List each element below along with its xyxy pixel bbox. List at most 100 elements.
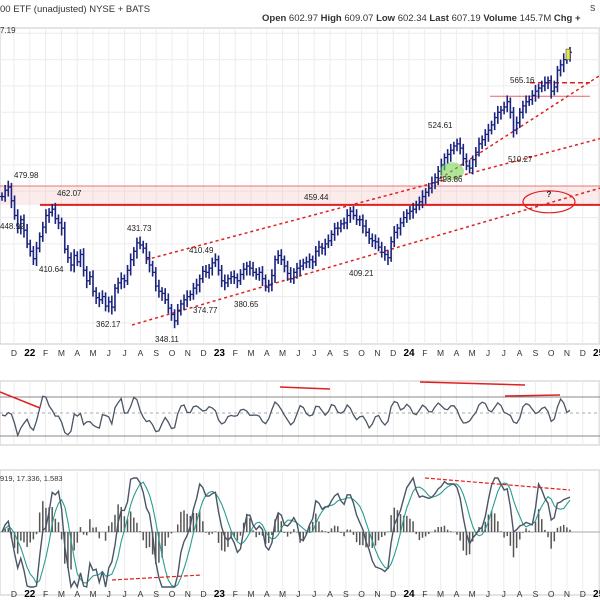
x-tick-label-bottom: A [74, 589, 80, 599]
rsi-divergence-line [504, 394, 561, 397]
low-label: Low [376, 13, 396, 24]
rsi-divergence-line [419, 381, 526, 386]
x-tick-label-bottom: D [11, 589, 17, 599]
x-tick-label: N [374, 348, 380, 358]
x-tick-label: J [107, 348, 111, 358]
change-label: Chg + [553, 13, 581, 24]
x-tick-label: 24 [403, 348, 415, 359]
x-tick-label: D [390, 348, 396, 358]
high-label: High [320, 13, 342, 24]
x-tick-label-bottom: F [43, 589, 48, 599]
x-tick-label-bottom: S [343, 589, 349, 599]
x-tick-label-bottom: S [153, 589, 159, 599]
rsi-line [1, 395, 571, 438]
question-ellipse [522, 190, 576, 214]
x-tick-label: M [247, 348, 254, 358]
x-tick-label-bottom: 25 [593, 589, 600, 600]
x-tick-label: D [201, 348, 207, 358]
x-tick-label: J [122, 348, 126, 358]
x-tick-label: D [580, 348, 586, 358]
x-tick-label-bottom: D [201, 589, 207, 599]
x-tick-label-bottom: M [469, 589, 476, 599]
price-annotation: 493.86 [438, 175, 463, 184]
x-tick-label-bottom: 22 [24, 589, 36, 600]
price-annotation: 431.73 [127, 224, 152, 233]
x-tick-label-bottom: 23 [214, 589, 226, 600]
macd-divergence-line [424, 477, 571, 491]
x-tick-label: O [358, 348, 365, 358]
x-tick-label: S [533, 348, 539, 358]
x-tick-label-bottom: A [327, 589, 333, 599]
x-tick-label-bottom: J [122, 589, 126, 599]
macd-signal-line [1, 481, 571, 588]
support-band [0, 186, 600, 205]
x-tick-label-bottom: F [422, 589, 427, 599]
open-value: 602.97 [288, 13, 318, 24]
x-tick-label: J [312, 348, 316, 358]
x-tick-label-bottom: A [454, 589, 460, 599]
x-tick-label-bottom: M [58, 589, 65, 599]
x-tick-label: A [74, 348, 80, 358]
x-tick-label: F [43, 348, 48, 358]
x-tick-label: F [233, 348, 238, 358]
x-tick-label: O [169, 348, 176, 358]
x-tick-label-bottom: 24 [403, 589, 415, 600]
x-tick-label: S [343, 348, 349, 358]
x-tick-label: J [502, 348, 506, 358]
highlight-ellipse [440, 162, 464, 181]
x-tick-label-bottom: M [247, 589, 254, 599]
price-annotation: 409.21 [349, 269, 374, 278]
x-tick-label: A [264, 348, 270, 358]
rsi-divergence-line [279, 386, 331, 390]
volume-value: 145.7M [519, 13, 552, 24]
price-annotation: 410.64 [39, 265, 64, 274]
x-tick-label-bottom: D [390, 589, 396, 599]
x-tick-label-bottom: J [312, 589, 316, 599]
x-tick-label: F [422, 348, 427, 358]
price-annotation: 524.61 [428, 121, 453, 130]
x-tick-label: J [486, 348, 490, 358]
x-tick-label: O [548, 348, 555, 358]
x-tick-label: M [469, 348, 476, 358]
x-tick-label: 23 [214, 348, 226, 359]
x-tick-label-bottom: O [358, 589, 365, 599]
price-annotation: 479.98 [14, 171, 39, 180]
macd-line [1, 476, 571, 590]
title-text: 00 ETF (unadjusted) NYSE + BATS [0, 4, 151, 15]
high-value: 609.07 [344, 13, 374, 24]
open-label: Open [262, 13, 287, 24]
last-label: Last [429, 13, 449, 24]
price-annotation: 565.16 [510, 76, 535, 85]
x-tick-label-bottom: N [564, 589, 570, 599]
x-tick-label-bottom: M [89, 589, 96, 599]
x-tick-label: 22 [24, 348, 36, 359]
x-tick-label: A [517, 348, 523, 358]
x-tick-label-bottom: J [296, 589, 300, 599]
low-value: 602.34 [397, 13, 427, 24]
x-tick-label: N [564, 348, 570, 358]
x-tick-label: N [185, 348, 191, 358]
price-annotation: 462.07 [57, 189, 82, 198]
x-tick-label: A [138, 348, 144, 358]
x-tick-label-bottom: J [502, 589, 506, 599]
x-tick-label: A [454, 348, 460, 358]
trendline [145, 137, 600, 261]
chart-title: 00 ETF (unadjusted) NYSE + BATS [0, 4, 150, 15]
x-tick-label: A [327, 348, 333, 358]
price-annotation: 410.49 [189, 246, 214, 255]
price-annotation: 459.44 [304, 193, 329, 202]
volume-label: Volume [483, 13, 517, 24]
last-value: 607.19 [451, 13, 481, 24]
rsi-divergence-line [0, 391, 41, 409]
x-tick-label-bottom: A [138, 589, 144, 599]
last-bar-highlight [565, 48, 571, 60]
macd-divergence-line [111, 574, 203, 581]
x-tick-label-bottom: J [486, 589, 490, 599]
x-tick-label-bottom: N [185, 589, 191, 599]
x-tick-label-bottom: O [548, 589, 555, 599]
x-tick-label: M [437, 348, 444, 358]
x-tick-label: M [89, 348, 96, 358]
corner-label: S [590, 4, 596, 13]
question-mark-annotation: ? [547, 190, 552, 199]
x-tick-label-bottom: A [517, 589, 523, 599]
